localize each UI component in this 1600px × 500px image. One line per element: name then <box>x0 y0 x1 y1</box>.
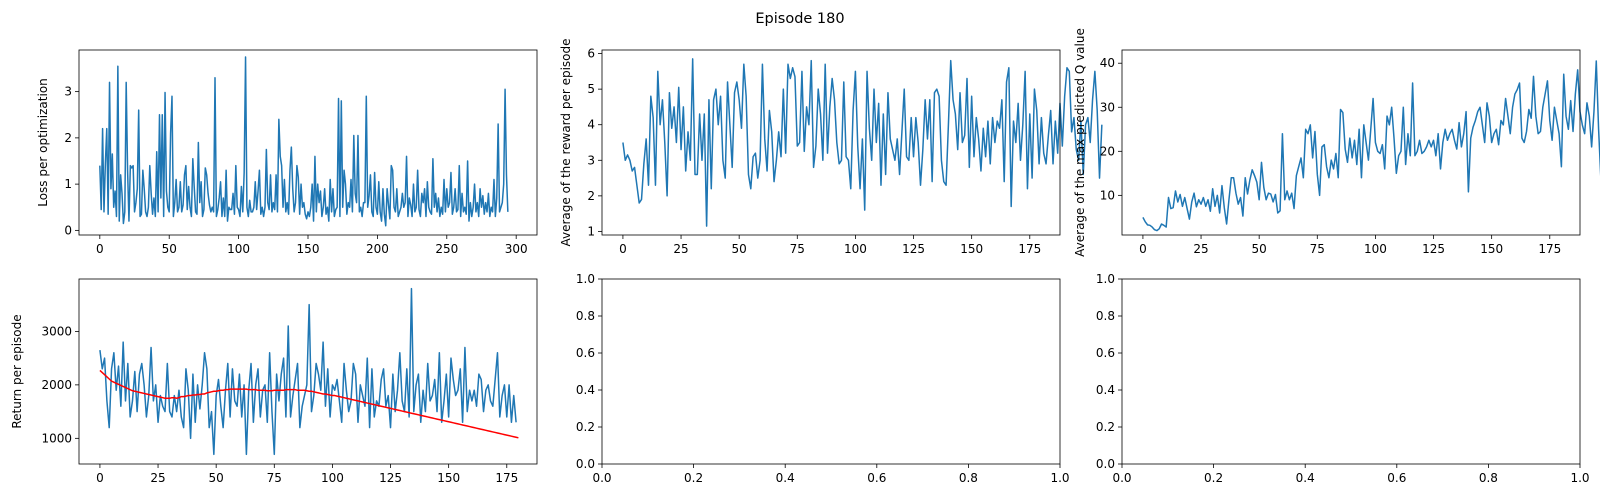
x-tick-label-loss: 100 <box>227 242 250 256</box>
y-axis-label-loss: Loss per optimization <box>36 78 50 207</box>
y-tick-label-empty2: 0.0 <box>1096 457 1115 471</box>
x-tick-label-reward: 175 <box>1018 242 1041 256</box>
y-tick-label-reward: 2 <box>587 189 595 203</box>
y-tick-label-loss: 0 <box>64 223 72 237</box>
y-tick-label-empty1: 0.8 <box>576 309 595 323</box>
subplot-qvalue: 0 25 50 75 100 125 150 175 10 20 30 40 Average of th… <box>1073 28 1600 257</box>
y-tick-label-empty1: 0.4 <box>576 383 595 397</box>
x-tick-label-reward: 0 <box>619 242 627 256</box>
axes-frame-return <box>78 278 538 465</box>
x-tick-label-qvalue: 75 <box>1310 242 1325 256</box>
x-tick-label-return: 25 <box>150 471 165 485</box>
y-tick-label-empty1: 1.0 <box>576 272 595 286</box>
x-tick-label-qvalue: 175 <box>1538 242 1561 256</box>
x-tick-label-empty1: 0.2 <box>684 471 703 485</box>
series-line-return-1 <box>99 369 519 439</box>
series-line-loss-0 <box>99 56 509 227</box>
y-tick-label-empty2: 0.2 <box>1096 420 1115 434</box>
x-tick-label-qvalue: 0 <box>1139 242 1147 256</box>
x-tick-label-loss: 150 <box>297 242 320 256</box>
x-tick-label-return: 175 <box>495 471 518 485</box>
x-tick-label-empty1: 1.0 <box>1050 471 1069 485</box>
y-tick-label-empty2: 0.6 <box>1096 346 1115 360</box>
x-tick-label-empty2: 0.6 <box>1387 471 1406 485</box>
x-tick-label-return: 125 <box>379 471 402 485</box>
y-tick-label-return: 1000 <box>41 431 72 445</box>
figure-title: Episode 180 <box>755 11 844 27</box>
series-line-return-0 <box>99 287 517 456</box>
x-tick-label-qvalue: 25 <box>1193 242 1208 256</box>
x-tick-label-reward: 150 <box>960 242 983 256</box>
y-tick-label-empty1: 0.6 <box>576 346 595 360</box>
y-tick-label-qvalue: 40 <box>1100 56 1115 70</box>
y-tick-label-return: 3000 <box>41 324 72 338</box>
y-tick-label-qvalue: 30 <box>1100 100 1115 114</box>
y-tick-label-loss: 3 <box>64 85 72 99</box>
x-tick-label-reward: 100 <box>844 242 867 256</box>
axes-frame-empty2 <box>1121 278 1581 465</box>
x-tick-label-empty1: 0.6 <box>867 471 886 485</box>
x-tick-label-empty2: 0.8 <box>1479 471 1498 485</box>
axes-frame-empty1 <box>601 278 1061 465</box>
subplot-empty2: 0.0 0.2 0.4 0.6 0.8 1.0 0.0 0.2 0.4 0.6 0.8 1.0 <box>1096 272 1590 485</box>
x-tick-label-loss: 200 <box>366 242 389 256</box>
subplot-return: 0 25 50 75 100 125 150 175 1000 2000 3000 Return pe… <box>10 278 538 485</box>
y-tick-label-empty1: 0.2 <box>576 420 595 434</box>
series-line-reward-0 <box>622 58 1103 227</box>
y-tick-label-reward: 4 <box>587 118 595 132</box>
x-tick-label-loss: 250 <box>435 242 458 256</box>
x-tick-label-empty1: 0.0 <box>592 471 611 485</box>
y-tick-label-empty2: 0.8 <box>1096 309 1115 323</box>
x-tick-label-empty1: 0.8 <box>959 471 978 485</box>
x-tick-label-empty2: 1.0 <box>1570 471 1589 485</box>
x-tick-label-loss: 50 <box>162 242 177 256</box>
x-tick-label-return: 100 <box>321 471 344 485</box>
x-tick-label-reward: 125 <box>902 242 925 256</box>
series-line-qvalue-0 <box>1142 60 1600 232</box>
subplot-empty1: 0.0 0.2 0.4 0.6 0.8 1.0 0.0 0.2 0.4 0.6 0.8 1.0 <box>576 272 1070 485</box>
x-tick-label-return: 75 <box>267 471 282 485</box>
x-tick-label-qvalue: 125 <box>1422 242 1445 256</box>
x-tick-label-loss: 0 <box>96 242 104 256</box>
y-tick-label-qvalue: 10 <box>1100 188 1115 202</box>
x-tick-label-qvalue: 150 <box>1480 242 1503 256</box>
x-tick-label-loss: 300 <box>505 242 528 256</box>
y-tick-label-qvalue: 20 <box>1100 144 1115 158</box>
y-tick-label-empty2: 1.0 <box>1096 272 1115 286</box>
x-tick-label-empty2: 0.0 <box>1112 471 1131 485</box>
y-tick-label-empty1: 0.0 <box>576 457 595 471</box>
y-tick-label-reward: 1 <box>587 224 595 238</box>
subplot-reward: 0 25 50 75 100 125 150 175 1 2 3 4 5 6 Average of the … <box>559 38 1103 256</box>
y-axis-label-return: Return per episode <box>10 314 24 428</box>
x-tick-label-qvalue: 100 <box>1364 242 1387 256</box>
x-tick-label-empty2: 0.4 <box>1296 471 1315 485</box>
y-tick-label-return: 2000 <box>41 378 72 392</box>
y-tick-label-loss: 1 <box>64 177 72 191</box>
x-tick-label-qvalue: 50 <box>1252 242 1267 256</box>
x-tick-label-empty1: 0.4 <box>776 471 795 485</box>
y-tick-label-reward: 6 <box>587 47 595 61</box>
x-tick-label-reward: 25 <box>673 242 688 256</box>
subplot-loss: 0 50 100 150 200 250 300 0 1 2 3 Loss per optimizat… <box>36 49 538 256</box>
y-tick-label-reward: 5 <box>587 82 595 96</box>
x-tick-label-return: 150 <box>437 471 460 485</box>
x-tick-label-reward: 50 <box>732 242 747 256</box>
y-tick-label-reward: 3 <box>587 153 595 167</box>
y-axis-label-reward: Average of the reward per episode <box>559 38 573 246</box>
axes-frame-reward <box>601 49 1061 236</box>
y-tick-label-loss: 2 <box>64 131 72 145</box>
y-axis-label-qvalue: Average of the max predicted Q value <box>1073 28 1087 257</box>
x-tick-label-return: 50 <box>209 471 224 485</box>
y-tick-label-empty2: 0.4 <box>1096 383 1115 397</box>
x-tick-label-reward: 75 <box>790 242 805 256</box>
axes-frame-qvalue <box>1121 49 1581 236</box>
x-tick-label-return: 0 <box>96 471 104 485</box>
x-tick-label-empty2: 0.2 <box>1204 471 1223 485</box>
